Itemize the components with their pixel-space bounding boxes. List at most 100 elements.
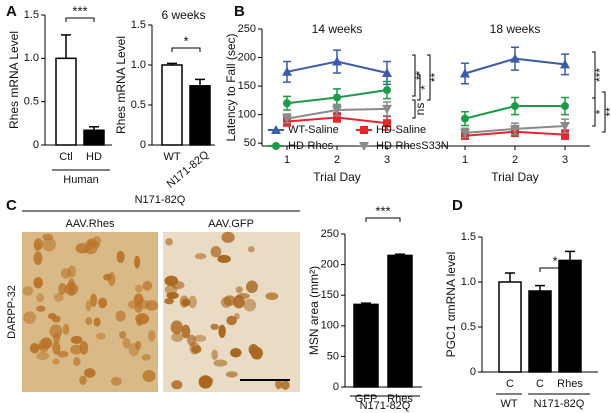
cell — [62, 323, 70, 335]
cell — [221, 231, 235, 243]
cell — [171, 380, 183, 390]
significance-label: *** — [72, 3, 87, 18]
cell — [141, 354, 151, 361]
micrograph-group: N171-82Q — [135, 194, 186, 206]
cell — [235, 286, 243, 294]
y-tick-label: 0 — [140, 139, 146, 151]
cell — [90, 293, 98, 307]
y-tick-label: 0.5 — [461, 321, 476, 333]
legend-marker — [360, 126, 368, 134]
y-tick-label: 100 — [321, 320, 339, 332]
cell — [245, 280, 258, 294]
marker — [282, 114, 292, 124]
y-tick-label: 50 — [244, 137, 256, 149]
marker — [461, 114, 469, 123]
chart-title: 14 weeks — [312, 22, 363, 36]
y-tick-label: 1.5 — [461, 231, 476, 243]
marker — [460, 68, 470, 78]
y-tick-label: 250 — [238, 23, 256, 35]
significance-bracket — [427, 54, 431, 101]
x-tick-label: 1 — [462, 154, 468, 166]
bar — [189, 85, 211, 146]
marker — [382, 104, 392, 114]
cell — [36, 351, 50, 361]
significance-label: ns — [413, 103, 427, 116]
y-axis-label: Rhes mRNA Level — [114, 36, 128, 134]
cell — [181, 324, 191, 339]
group-label: N171-82Q — [534, 398, 585, 410]
y-axis-label: MSN area (mm²) — [307, 266, 321, 355]
legend-label: HD-RhesS33N — [376, 140, 449, 152]
cell — [134, 255, 141, 269]
cell — [93, 317, 101, 327]
cell — [210, 246, 222, 258]
marker — [383, 119, 391, 128]
y-tick-label: 250 — [321, 228, 339, 240]
cell — [211, 349, 218, 361]
cell — [198, 375, 213, 389]
significance-label: ** — [428, 73, 442, 83]
significance-bracket — [65, 17, 95, 22]
cell — [165, 238, 173, 246]
cell — [265, 292, 279, 300]
chart-title: 6 weeks — [161, 8, 205, 22]
cell — [36, 305, 46, 312]
legend-marker — [271, 125, 281, 134]
marker — [332, 106, 342, 116]
cell — [164, 276, 174, 286]
cell — [57, 350, 69, 358]
cell — [170, 320, 183, 335]
cell — [213, 359, 228, 367]
cell — [136, 318, 144, 326]
cell — [230, 348, 242, 358]
x-axis-label: Trial Day — [313, 170, 361, 184]
cell — [33, 251, 43, 265]
cell — [64, 282, 79, 296]
cell — [73, 357, 81, 366]
y-tick-label: 200 — [238, 51, 256, 63]
y-tick-label: 1.0 — [24, 52, 39, 64]
marker — [510, 124, 520, 134]
cell — [247, 246, 255, 253]
cell — [98, 297, 108, 309]
cell — [60, 268, 72, 279]
cell — [225, 371, 238, 378]
micrographs — [22, 231, 300, 392]
marker — [510, 53, 520, 63]
marker — [383, 86, 391, 95]
bar — [387, 254, 413, 388]
cell — [128, 343, 140, 357]
cell — [36, 293, 45, 303]
x-tick-label: 3 — [562, 154, 568, 166]
significance-label: * — [593, 109, 607, 114]
significance-label: ** — [603, 107, 611, 117]
marker — [560, 122, 570, 132]
x-axis-label: Trial Day — [491, 170, 539, 184]
y-tick-label: 200 — [321, 259, 339, 271]
marker — [382, 67, 392, 77]
cell — [95, 332, 106, 340]
y-tick-label: 50 — [327, 350, 339, 362]
cell — [194, 253, 207, 260]
chart-title: 18 weeks — [490, 22, 541, 36]
marker — [460, 128, 470, 138]
stain-label: DARPP-32 — [6, 285, 18, 339]
cell — [38, 338, 50, 353]
marker — [282, 66, 292, 76]
cell — [164, 297, 174, 305]
significance-bracket — [417, 74, 421, 101]
significance-bracket — [365, 217, 401, 222]
marker — [561, 102, 569, 111]
x-tick-label: HD — [86, 151, 102, 163]
bar — [55, 57, 77, 146]
y-tick-label: 0.5 — [24, 96, 39, 108]
panel-label: B — [234, 3, 245, 20]
legend-label: HD-Saline — [376, 124, 426, 136]
cell — [280, 380, 290, 390]
cell — [84, 368, 96, 378]
cell — [85, 317, 93, 326]
y-tick-label: 150 — [238, 80, 256, 92]
legend-marker — [272, 142, 280, 150]
marker — [333, 93, 341, 102]
